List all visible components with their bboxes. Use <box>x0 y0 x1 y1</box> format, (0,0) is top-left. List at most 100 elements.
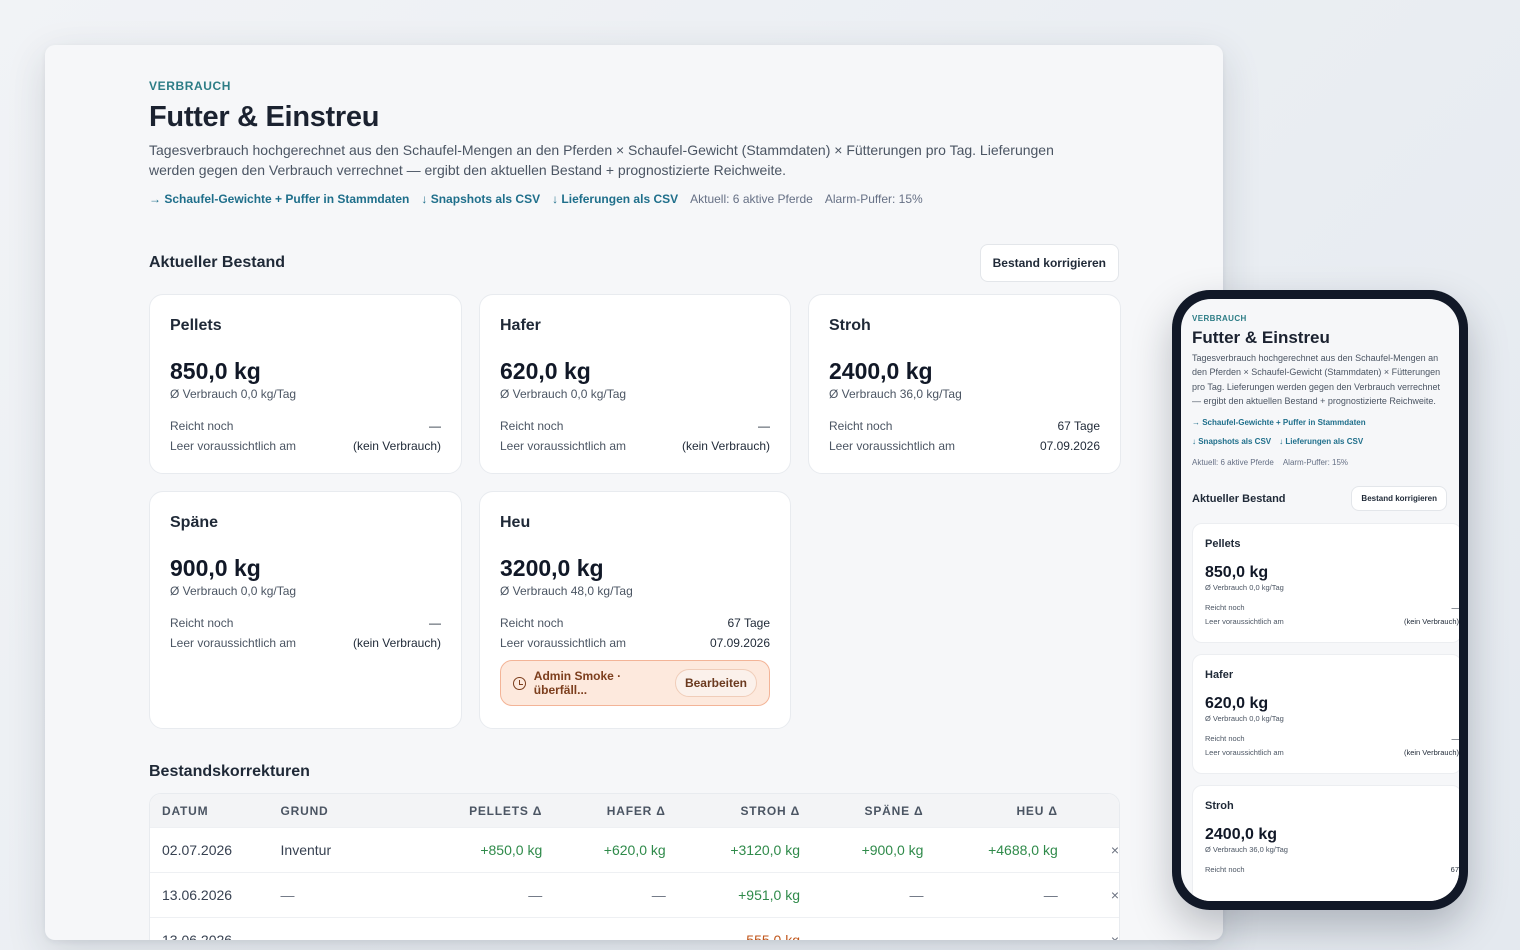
edit-alert-button[interactable]: Bearbeiten <box>674 669 757 697</box>
card-reicht-row: Reicht noch — <box>1205 603 1459 612</box>
card-name: Pellets <box>170 317 222 334</box>
link-lieferungen-csv[interactable]: ↓ Lieferungen als CSV <box>552 192 679 206</box>
card-usage: Ø Verbrauch 36,0 kg/Tag <box>1205 845 1288 855</box>
corrections-title: Bestandskorrekturen <box>149 763 310 780</box>
card-usage: Ø Verbrauch 0,0 kg/Tag <box>500 387 627 401</box>
card-leer-row: Leer voraussichtlich am 07.09.2026 <box>829 439 1100 453</box>
alert-content: Admin Smoke · überfäll... <box>513 669 675 697</box>
delete-row-icon[interactable]: × <box>1110 887 1119 903</box>
desktop-window: VERBRAUCH Futter & Einstreu Tagesverbrau… <box>45 45 1223 940</box>
reicht-value: — <box>1451 734 1460 744</box>
cell-date: 02.07.2026 <box>162 842 233 858</box>
card-reicht-row: Reicht noch — <box>170 419 441 433</box>
reicht-label: Reicht noch <box>170 616 234 630</box>
card-reicht-row: Reicht noch — <box>170 616 441 630</box>
card-name: Stroh <box>829 317 871 334</box>
card-name: Pellets <box>1205 538 1241 551</box>
leer-value: (kein Verbrauch) <box>352 636 441 650</box>
reicht-value: — <box>1451 603 1460 613</box>
leer-value: (kein Verbrauch) <box>1403 748 1459 758</box>
leer-value: 07.09.2026 <box>1039 439 1100 453</box>
leer-label: Leer voraussichtlich am <box>1205 617 1284 627</box>
card-leer-row: Leer voraussichtlich am 07.09.2026 <box>500 636 770 650</box>
reicht-value: 67 Tage <box>1057 419 1101 433</box>
reicht-label: Reicht noch <box>500 616 564 630</box>
card-name: Späne <box>170 514 219 531</box>
stock-card-stroh: Stroh 2400,0 kg Ø Verbrauch 36,0 kg/Tag … <box>808 294 1121 474</box>
meta-active-horses: Aktuell: 6 aktive Pferde <box>690 192 813 206</box>
card-name: Hafer <box>500 317 541 334</box>
card-reicht-row: Reicht noch — <box>500 419 770 433</box>
leer-label: Leer voraussichtlich am <box>500 439 627 453</box>
card-amount: 2400,0 kg <box>829 358 933 384</box>
reicht-label: Reicht noch <box>170 419 234 433</box>
leer-label: Leer voraussichtlich am <box>829 439 956 453</box>
stock-section-header: Aktueller Bestand Bestand korrigieren <box>149 244 1119 282</box>
card-usage: Ø Verbrauch 0,0 kg/Tag <box>1205 714 1284 724</box>
cell-heu: — <box>1043 887 1058 903</box>
overdue-alert: Admin Smoke · überfäll... Bearbeiten <box>500 660 770 706</box>
card-amount: 2400,0 kg <box>1205 826 1278 844</box>
card-usage: Ø Verbrauch 48,0 kg/Tag <box>500 584 633 598</box>
mobile-link-snapshots[interactable]: ↓ Snapshots als CSV <box>1192 437 1272 447</box>
col-spaene: SPÄNE Δ <box>864 803 924 818</box>
delete-row-icon[interactable]: × <box>1110 842 1119 858</box>
card-amount: 3200,0 kg <box>500 555 604 581</box>
reicht-label: Reicht noch <box>500 419 564 433</box>
card-name: Heu <box>500 514 531 531</box>
mobile-title: Futter & Einstreu <box>1192 328 1330 347</box>
leer-value: (kein Verbrauch) <box>1403 617 1459 627</box>
mobile-meta-buffer: Alarm-Puffer: 15% <box>1282 458 1349 468</box>
reicht-label: Reicht noch <box>1205 603 1245 613</box>
cell-hafer: +620,0 kg <box>603 842 666 858</box>
correct-stock-button[interactable]: Bestand korrigieren <box>979 244 1119 282</box>
card-amount: 900,0 kg <box>170 555 261 581</box>
mobile-card-stroh: Stroh 2400,0 kg Ø Verbrauch 36,0 kg/Tag … <box>1192 785 1459 901</box>
table-row: 02.07.2026 Inventur +850,0 kg +620,0 kg … <box>150 827 1119 872</box>
mobile-description: Tagesverbrauch hochgerechnet aus den Sch… <box>1192 353 1441 406</box>
col-grund: GRUND <box>280 803 329 818</box>
col-pellets: PELLETS Δ <box>469 803 543 818</box>
header-links: → Schaufel-Gewichte + Puffer in Stammdat… <box>149 192 1119 206</box>
mobile-link-lieferungen[interactable]: ↓ Lieferungen als CSV <box>1279 437 1364 447</box>
card-name: Hafer <box>1205 669 1234 682</box>
stock-grid: Pellets 850,0 kg Ø Verbrauch 0,0 kg/Tag … <box>149 294 1121 729</box>
cell-stroh: -555,0 kg <box>741 932 800 940</box>
stock-card-spaene: Späne 900,0 kg Ø Verbrauch 0,0 kg/Tag Re… <box>149 491 462 729</box>
card-reicht-row: Reicht noch — <box>1205 734 1459 743</box>
card-usage: Ø Verbrauch 0,0 kg/Tag <box>170 584 297 598</box>
card-usage: Ø Verbrauch 0,0 kg/Tag <box>1205 583 1284 593</box>
cell-hafer: — <box>651 887 666 903</box>
card-name: Stroh <box>1205 800 1234 813</box>
card-usage: Ø Verbrauch 0,0 kg/Tag <box>170 387 297 401</box>
page-eyebrow: VERBRAUCH <box>149 79 232 93</box>
leer-label: Leer voraussichtlich am <box>1205 748 1284 758</box>
cell-pellets: — <box>528 932 543 940</box>
card-reicht-row: Reicht noch 67 Tage <box>500 616 770 630</box>
cell-date: 13.06.2026 <box>162 932 233 940</box>
mobile-meta: Aktuell: 6 aktive Pferde Alarm-Puffer: 1… <box>1192 458 1459 467</box>
cell-spaene: +900,0 kg <box>861 842 924 858</box>
reicht-value: — <box>429 419 441 433</box>
mobile-csv-links: ↓ Snapshots als CSV ↓ Lieferungen als CS… <box>1192 437 1459 446</box>
stock-card-hafer: Hafer 620,0 kg Ø Verbrauch 0,0 kg/Tag Re… <box>479 294 791 474</box>
delete-row-icon[interactable]: × <box>1110 932 1119 940</box>
card-leer-row: Leer voraussichtlich am (kein Verbrauch) <box>170 439 441 453</box>
mobile-card-pellets: Pellets 850,0 kg Ø Verbrauch 0,0 kg/Tag … <box>1192 523 1459 644</box>
leer-value: (kein Verbrauch) <box>352 439 441 453</box>
link-snapshots-csv[interactable]: ↓ Snapshots als CSV <box>421 192 541 206</box>
col-datum: DATUM <box>162 803 209 818</box>
cell-spaene: — <box>909 932 924 940</box>
leer-value: (kein Verbrauch) <box>681 439 770 453</box>
card-amount: 850,0 kg <box>1205 564 1269 582</box>
stock-section-title: Aktueller Bestand <box>149 254 286 271</box>
col-heu: HEU Δ <box>1016 803 1058 818</box>
link-stammdaten[interactable]: → Schaufel-Gewichte + Puffer in Stammdat… <box>149 192 410 206</box>
card-reicht-row: Reicht noch 67 <box>1205 865 1459 874</box>
mobile-link-stammdaten[interactable]: → Schaufel-Gewichte + Puffer in Stammdat… <box>1192 418 1366 428</box>
cell-heu: +4688,0 kg <box>988 842 1058 858</box>
leer-label: Leer voraussichtlich am <box>500 636 627 650</box>
page-description: Tagesverbrauch hochgerechnet aus den Sch… <box>149 142 1054 178</box>
mobile-correct-stock-button[interactable]: Bestand korrigieren <box>1351 486 1447 512</box>
clock-icon <box>513 676 526 690</box>
